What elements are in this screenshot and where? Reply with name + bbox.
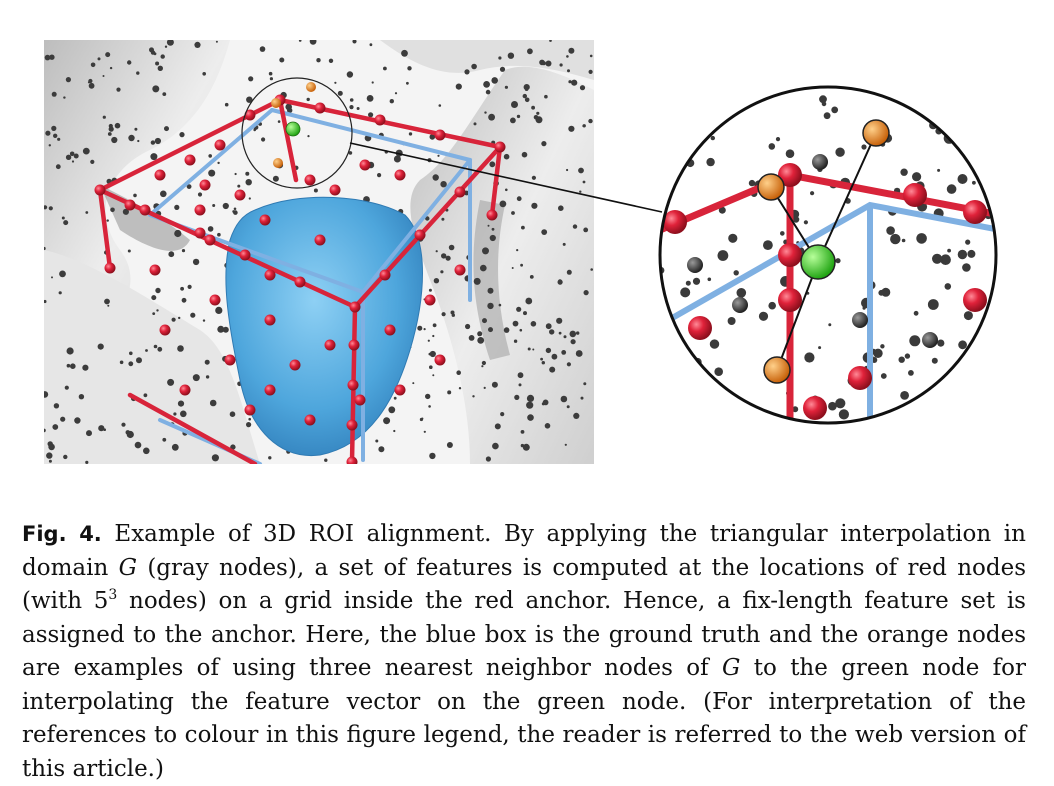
zoom-inset-circle xyxy=(658,85,998,425)
figure-caption: Fig. 4. Example of 3D ROI alignment. By … xyxy=(22,518,1026,786)
figure-label: Fig. 4. xyxy=(22,522,102,546)
caption-text-4: to the green node for interpolating the … xyxy=(22,655,1027,782)
figure-image xyxy=(44,40,998,464)
caption-superscript: 3 xyxy=(108,587,118,603)
caption-text-2: (gray nodes), a set of features is compu… xyxy=(22,554,1026,615)
caption-symbol-g-2: G xyxy=(722,655,741,681)
caption-symbol-g: G xyxy=(118,554,137,581)
caption-text-1: Example of 3D ROI alignment. By applying… xyxy=(22,521,1026,581)
caption-text-3: nodes) on a grid inside the red anchor. … xyxy=(22,588,1026,681)
3d-render-panel xyxy=(44,40,594,464)
